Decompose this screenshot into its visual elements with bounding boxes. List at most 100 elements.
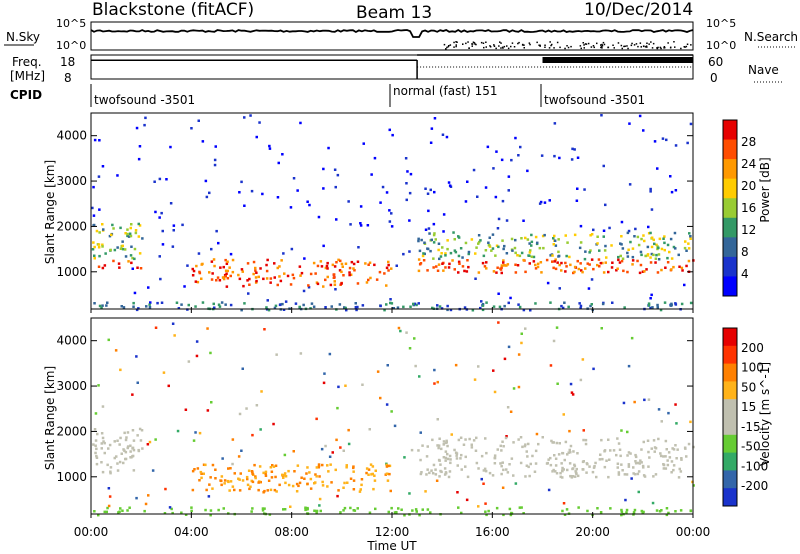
data-cell — [457, 254, 461, 258]
colorbar-cell — [723, 256, 737, 277]
data-cell — [672, 448, 676, 451]
data-cell — [194, 431, 197, 434]
data-cell — [477, 467, 480, 470]
data-cell — [320, 447, 324, 451]
data-cell — [531, 454, 534, 458]
data-cell — [293, 470, 296, 473]
data-cell — [435, 479, 439, 482]
data-cell — [516, 254, 519, 257]
data-cell — [258, 465, 262, 468]
noise-search-dot — [449, 44, 452, 46]
noise-search-dot — [550, 44, 552, 47]
data-cell — [561, 469, 564, 473]
data-cell — [331, 263, 335, 267]
data-cell — [570, 476, 574, 479]
data-cell — [517, 385, 521, 389]
data-cell — [200, 472, 203, 475]
data-cell — [159, 277, 162, 281]
data-cell — [137, 222, 140, 226]
y-tick-label: 3000 — [56, 379, 87, 393]
data-cell — [581, 270, 584, 274]
data-cell — [444, 459, 447, 462]
data-cell — [550, 439, 553, 443]
data-cell — [355, 308, 358, 312]
data-cell — [661, 137, 665, 140]
data-cell — [326, 485, 329, 488]
data-cell — [108, 495, 112, 498]
data-cell — [466, 475, 470, 479]
data-cell — [233, 488, 236, 492]
data-cell — [264, 470, 268, 474]
data-cell — [545, 462, 549, 465]
data-cell — [685, 455, 688, 458]
data-cell — [98, 304, 102, 308]
data-cell — [333, 283, 337, 286]
data-cell — [200, 277, 203, 280]
x-tick-label: 20:00 — [575, 525, 610, 539]
data-cell — [598, 249, 601, 252]
data-cell — [250, 470, 254, 473]
data-cell — [325, 264, 329, 268]
data-cell — [131, 429, 135, 432]
data-cell — [609, 449, 612, 452]
noise-search-dot — [652, 42, 655, 45]
colorbar-frame — [722, 119, 738, 297]
data-cell — [653, 450, 656, 453]
data-cell — [654, 261, 657, 264]
data-cell — [283, 474, 286, 477]
data-cell — [536, 241, 539, 245]
data-cell — [385, 191, 389, 194]
data-cell — [248, 283, 251, 286]
data-cell — [534, 462, 538, 465]
data-cell — [261, 507, 265, 510]
data-cell — [369, 276, 372, 280]
data-cell — [262, 277, 265, 281]
data-cell — [448, 470, 452, 473]
data-cell — [204, 508, 207, 512]
data-cell — [308, 471, 311, 474]
colorbar-cell — [723, 488, 737, 507]
velocity-colorbar-label: Velocity [m s^-1] — [758, 362, 772, 466]
data-cell — [349, 223, 352, 226]
data-cell — [135, 496, 138, 500]
data-cell — [447, 475, 451, 479]
data-cell — [438, 475, 441, 478]
data-cell — [210, 260, 214, 263]
noise-search-dot — [580, 47, 582, 50]
data-cell — [201, 140, 205, 143]
data-cell — [141, 447, 144, 450]
data-cell — [600, 327, 603, 330]
data-cell — [129, 226, 132, 230]
data-cell — [518, 305, 522, 309]
data-cell — [271, 464, 274, 467]
data-cell — [417, 239, 420, 243]
data-cell — [335, 218, 338, 221]
data-cell — [444, 254, 447, 257]
data-cell — [575, 467, 578, 471]
data-cell — [261, 509, 265, 512]
x-axis: 00:00 04:00 08:00 12:00 16:00 20:00 00:00 — [74, 307, 710, 539]
data-cell — [122, 448, 125, 451]
data-cell — [647, 304, 651, 307]
data-cell — [541, 436, 544, 439]
data-cell — [650, 252, 654, 256]
data-cell — [435, 265, 438, 268]
data-cell — [254, 476, 257, 480]
data-cell — [284, 481, 287, 485]
data-cell — [507, 175, 511, 178]
noise-search-dot — [465, 42, 467, 45]
data-cell — [251, 472, 254, 476]
data-cell — [365, 471, 368, 475]
data-cell — [643, 475, 647, 478]
data-cell — [282, 252, 285, 255]
data-cell — [101, 165, 105, 168]
data-cell — [280, 259, 283, 262]
data-cell — [505, 219, 509, 222]
data-cell — [564, 270, 567, 273]
data-cell — [674, 189, 678, 192]
data-cell — [390, 506, 393, 510]
noise-search-dot — [583, 44, 585, 46]
data-cell — [492, 305, 496, 308]
data-cell — [443, 473, 447, 476]
